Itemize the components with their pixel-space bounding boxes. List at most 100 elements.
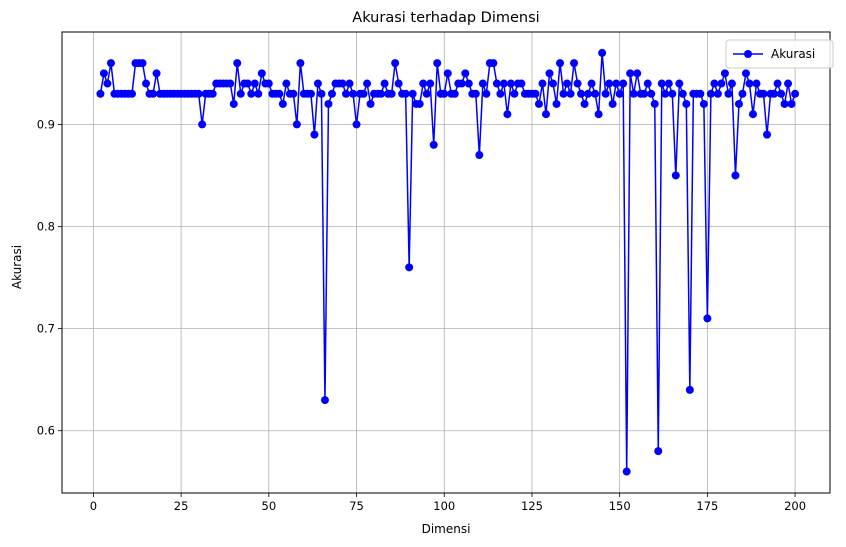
data-point bbox=[96, 89, 105, 98]
data-point bbox=[629, 89, 638, 98]
data-point bbox=[450, 89, 459, 98]
data-point bbox=[320, 396, 329, 405]
data-point bbox=[534, 99, 543, 108]
data-point bbox=[419, 79, 428, 88]
data-point bbox=[510, 89, 519, 98]
data-point bbox=[503, 110, 512, 119]
data-point bbox=[208, 89, 217, 98]
data-point bbox=[678, 89, 687, 98]
data-point bbox=[106, 59, 115, 68]
data-point bbox=[784, 79, 793, 88]
data-point bbox=[377, 89, 386, 98]
data-point bbox=[363, 79, 372, 88]
legend-marker-swatch bbox=[744, 50, 752, 58]
data-point bbox=[142, 79, 151, 88]
data-point bbox=[777, 89, 786, 98]
x-tick-label: 25 bbox=[174, 499, 189, 513]
data-point bbox=[292, 120, 301, 129]
data-point bbox=[619, 79, 628, 88]
data-point bbox=[685, 385, 694, 394]
data-point bbox=[359, 89, 368, 98]
data-point bbox=[391, 59, 400, 68]
data-point bbox=[643, 79, 652, 88]
data-point bbox=[559, 89, 568, 98]
data-point bbox=[415, 99, 424, 108]
data-point bbox=[752, 79, 761, 88]
data-point bbox=[342, 89, 351, 98]
data-point bbox=[587, 79, 596, 88]
x-tick-label: 0 bbox=[90, 499, 97, 513]
data-point bbox=[699, 99, 708, 108]
legend: Akurasi bbox=[725, 39, 834, 69]
data-point bbox=[696, 89, 705, 98]
data-point bbox=[541, 110, 550, 119]
chart-title: Akurasi terhadap Dimensi bbox=[352, 10, 539, 26]
data-point bbox=[706, 89, 715, 98]
x-tick-label: 50 bbox=[262, 499, 277, 513]
data-point bbox=[668, 89, 677, 98]
data-point bbox=[457, 79, 466, 88]
data-point bbox=[647, 89, 656, 98]
data-point bbox=[475, 151, 484, 160]
data-point bbox=[478, 79, 487, 88]
data-point bbox=[664, 79, 673, 88]
data-point bbox=[724, 89, 733, 98]
data-point bbox=[103, 79, 112, 88]
x-tick-label: 200 bbox=[784, 499, 806, 513]
data-point bbox=[584, 89, 593, 98]
data-point bbox=[675, 79, 684, 88]
data-point bbox=[650, 99, 659, 108]
data-point bbox=[633, 69, 642, 78]
data-point bbox=[440, 89, 449, 98]
data-point bbox=[422, 89, 431, 98]
data-point bbox=[598, 48, 607, 57]
data-point bbox=[408, 89, 417, 98]
data-point bbox=[306, 89, 315, 98]
data-point bbox=[349, 89, 358, 98]
plot-frame bbox=[61, 31, 831, 494]
legend-box bbox=[725, 39, 834, 69]
data-point bbox=[254, 89, 263, 98]
x-axis-ticks: 0 25 50 75 100 125 150 175 200 bbox=[90, 493, 806, 513]
legend-label: Akurasi bbox=[771, 47, 815, 61]
data-point bbox=[394, 79, 403, 88]
data-point bbox=[710, 79, 719, 88]
data-point bbox=[517, 79, 526, 88]
data-point bbox=[443, 69, 452, 78]
data-point bbox=[612, 79, 621, 88]
data-point bbox=[275, 89, 284, 98]
data-point bbox=[352, 120, 361, 129]
data-point bbox=[787, 99, 796, 108]
data-point bbox=[566, 89, 575, 98]
data-point bbox=[741, 69, 750, 78]
y-tick-label: 0.6 bbox=[37, 424, 55, 438]
data-point bbox=[759, 89, 768, 98]
data-point bbox=[626, 69, 635, 78]
data-point bbox=[429, 140, 438, 149]
y-tick-label: 0.7 bbox=[37, 322, 55, 336]
y-axis-label: Akurasi bbox=[10, 245, 24, 289]
data-point bbox=[496, 89, 505, 98]
x-tick-label: 75 bbox=[349, 499, 364, 513]
data-point bbox=[317, 89, 326, 98]
data-point bbox=[366, 99, 375, 108]
data-point bbox=[387, 89, 396, 98]
data-point bbox=[682, 99, 691, 108]
data-point bbox=[727, 79, 736, 88]
data-point bbox=[310, 130, 319, 139]
data-point bbox=[734, 99, 743, 108]
y-tick-label: 0.9 bbox=[37, 117, 55, 131]
data-point bbox=[738, 89, 747, 98]
data-point bbox=[770, 89, 779, 98]
data-point bbox=[426, 79, 435, 88]
data-point bbox=[327, 89, 336, 98]
data-point bbox=[791, 89, 800, 98]
data-point bbox=[556, 59, 565, 68]
data-point bbox=[615, 89, 624, 98]
data-point bbox=[247, 89, 256, 98]
data-point bbox=[226, 79, 235, 88]
y-axis-ticks: 0.6 0.7 0.8 0.9 bbox=[37, 117, 62, 438]
data-point bbox=[257, 69, 266, 78]
